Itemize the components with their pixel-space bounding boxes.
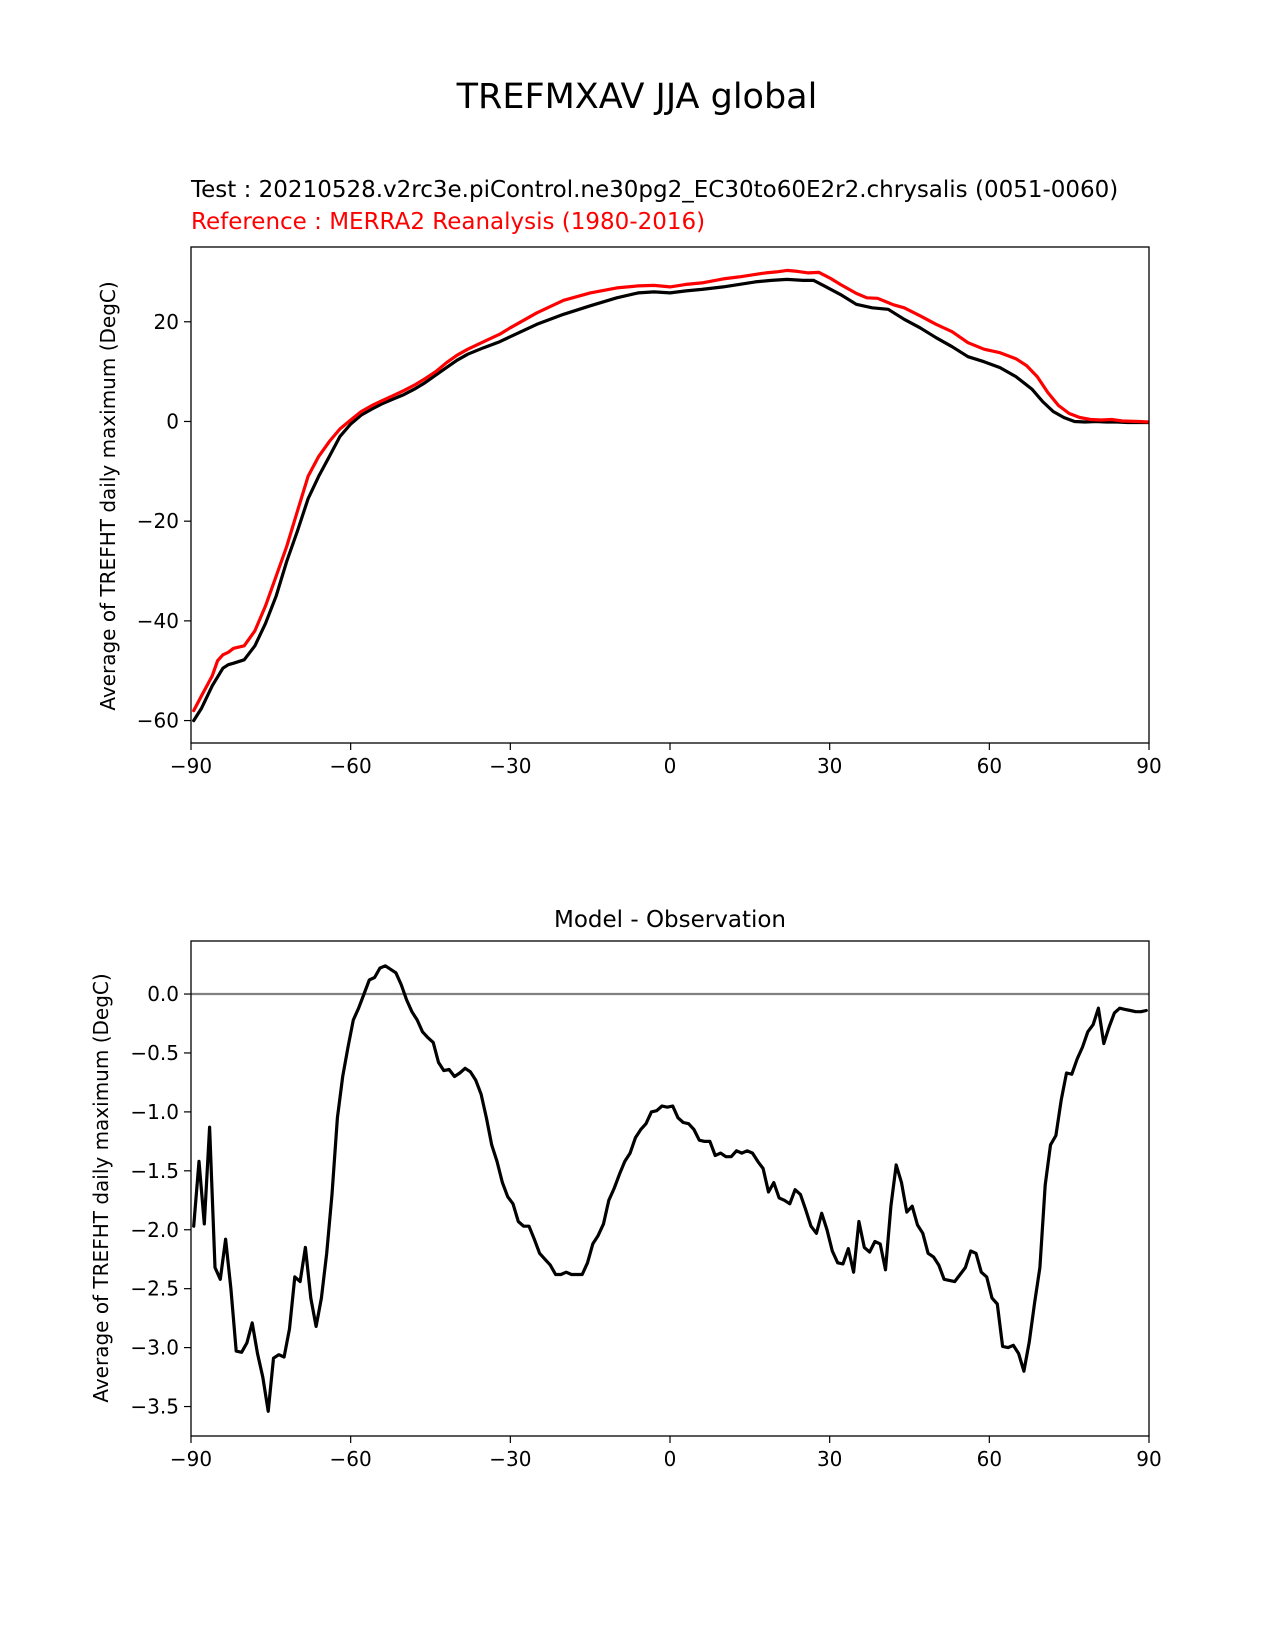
- bottom-xtick-label: 90: [1136, 1447, 1161, 1471]
- bottom-xtick-label: −60: [330, 1447, 372, 1471]
- top-ytick-label: −60: [137, 709, 179, 733]
- bottom-title: Model - Observation: [554, 907, 786, 933]
- top-xtick-label: 60: [977, 754, 1002, 778]
- top-series-test: [192, 277, 1149, 723]
- bottom-panel: Model - Observation Average of TREFHT da…: [89, 907, 1162, 1471]
- top-series-reference: [192, 268, 1149, 713]
- bottom-plot-area: [191, 964, 1149, 1413]
- bottom-ytick-label: −1.5: [130, 1159, 179, 1183]
- top-ytick-label: 0: [166, 409, 179, 433]
- bottom-ylabel: Average of TREFHT daily maximum (DegC): [89, 973, 113, 1402]
- test-label: Test : 20210528.v2rc3e.piControl.ne30pg2…: [190, 177, 1118, 203]
- bottom-ytick-label: −0.5: [130, 1041, 179, 1065]
- bottom-ytick-label: −3.5: [130, 1395, 179, 1419]
- top-xtick-label: −90: [170, 754, 212, 778]
- top-xtick-label: 90: [1136, 754, 1161, 778]
- top-ytick-label: −20: [137, 509, 179, 533]
- top-xtick-group: −90 −60 −30 0 30 60 90: [170, 743, 1162, 778]
- top-axes-frame: [190, 246, 1150, 744]
- top-ytick-label: −40: [137, 609, 179, 633]
- bottom-ytick-group: −3.5 −3.0 −2.5 −2.0 −1.5 −1.0 −0.5 0.0: [130, 982, 191, 1419]
- bottom-xtick-label: 60: [977, 1447, 1002, 1471]
- top-xtick-label: −60: [330, 754, 372, 778]
- top-ytick-group: −60 −40 −20 0 20: [137, 310, 191, 733]
- top-panel: Test : 20210528.v2rc3e.piControl.ne30pg2…: [96, 177, 1162, 778]
- bottom-ytick-label: −1.0: [130, 1100, 179, 1124]
- bottom-axes-frame: [190, 940, 1150, 1437]
- figure-title: TREFMXAV JJA global: [456, 77, 818, 117]
- bottom-series-model-observation: [192, 964, 1148, 1413]
- bottom-xtick-group: −90 −60 −30 0 30 60 90: [170, 1436, 1162, 1471]
- bottom-xtick-label: −90: [170, 1447, 212, 1471]
- top-xtick-label: −30: [489, 754, 531, 778]
- top-xtick-label: 0: [664, 754, 677, 778]
- reference-label: Reference : MERRA2 Reanalysis (1980-2016…: [191, 209, 705, 235]
- top-ytick-label: 20: [154, 310, 179, 334]
- bottom-xtick-label: 30: [817, 1447, 842, 1471]
- top-plot-area: [192, 268, 1149, 723]
- top-ylabel: Average of TREFHT daily maximum (DegC): [96, 281, 120, 710]
- bottom-xtick-label: −30: [489, 1447, 531, 1471]
- bottom-ytick-label: −2.0: [130, 1218, 179, 1242]
- bottom-ytick-label: 0.0: [147, 982, 179, 1006]
- bottom-ytick-label: −3.0: [130, 1336, 179, 1360]
- top-xtick-label: 30: [817, 754, 842, 778]
- bottom-xtick-label: 0: [664, 1447, 677, 1471]
- bottom-ytick-label: −2.5: [130, 1277, 179, 1301]
